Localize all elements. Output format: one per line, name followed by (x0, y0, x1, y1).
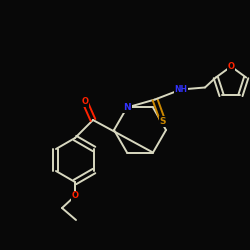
Text: N: N (123, 103, 131, 112)
Text: O: O (82, 98, 88, 106)
Text: O: O (228, 62, 234, 71)
Text: O: O (72, 192, 78, 200)
Text: NH: NH (174, 85, 188, 94)
Text: S: S (160, 117, 166, 126)
